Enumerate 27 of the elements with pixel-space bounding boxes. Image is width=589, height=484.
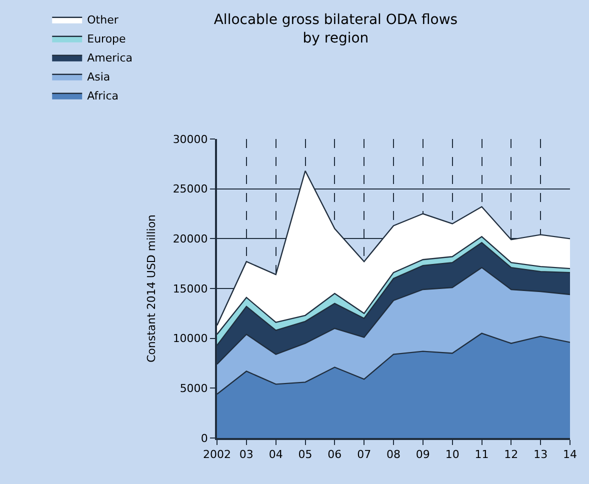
legend-label: Other bbox=[87, 14, 119, 27]
y-tick-label: 20000 bbox=[172, 232, 208, 246]
y-tick-label: 25000 bbox=[172, 182, 208, 196]
x-tick-label: 09 bbox=[416, 448, 430, 462]
legend-label: Asia bbox=[87, 70, 110, 84]
legend-label: America bbox=[87, 52, 132, 65]
x-tick-label: 07 bbox=[357, 448, 372, 462]
legend-label: Europe bbox=[87, 32, 126, 46]
y-tick-label: 30000 bbox=[172, 132, 208, 146]
x-tick-label: 03 bbox=[239, 448, 254, 462]
y-tick-label: 0 bbox=[200, 432, 208, 445]
x-tick-label: 11 bbox=[474, 448, 489, 462]
y-tick-label: 10000 bbox=[172, 332, 208, 346]
legend-label: Africa bbox=[87, 90, 118, 103]
y-tick-label: 15000 bbox=[172, 282, 208, 296]
x-tick-label: 06 bbox=[328, 448, 342, 462]
y-axis-title: Constant 2014 USD million bbox=[144, 214, 158, 363]
x-tick-label: 05 bbox=[298, 448, 312, 462]
x-tick-label: 08 bbox=[386, 448, 401, 462]
x-tick-label: 12 bbox=[504, 448, 518, 462]
chart-title: Allocable gross bilateral ODA flows by region bbox=[214, 12, 458, 46]
x-tick-label: 04 bbox=[268, 448, 283, 462]
x-tick-label: 10 bbox=[445, 448, 460, 462]
x-tick-label: 2002 bbox=[203, 448, 232, 462]
x-tick-label: 13 bbox=[534, 448, 548, 462]
y-tick-label: 5000 bbox=[180, 382, 208, 396]
x-tick-label: 14 bbox=[563, 448, 577, 462]
